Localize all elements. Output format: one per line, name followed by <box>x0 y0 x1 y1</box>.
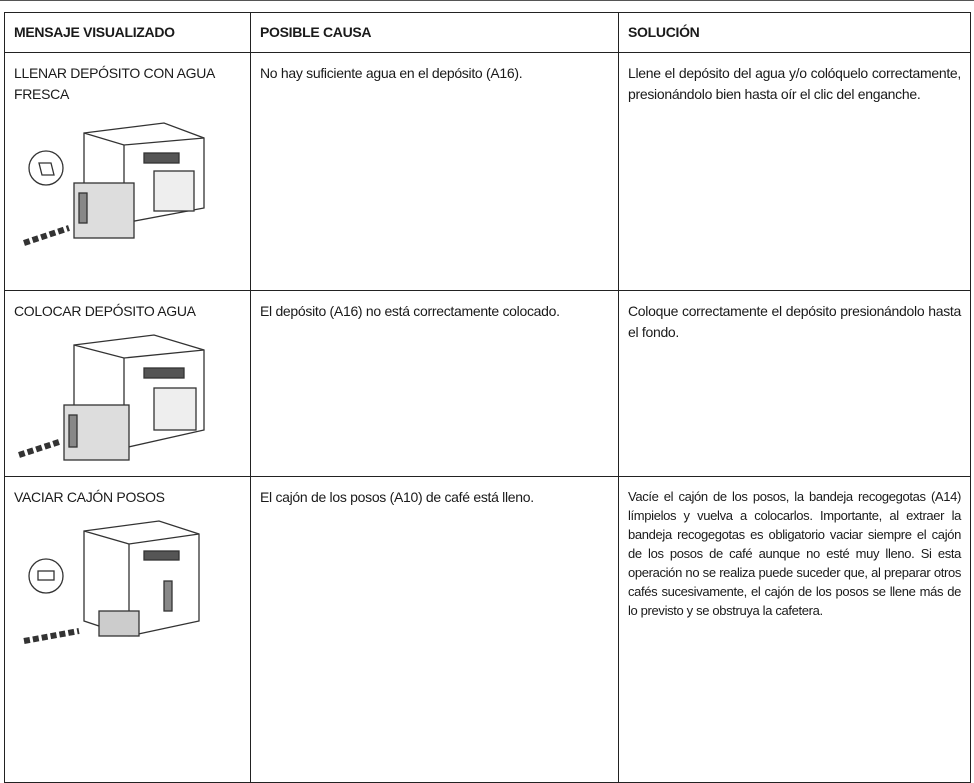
header-row: MENSAJE VISUALIZADO POSIBLE CAUSA SOLUCI… <box>4 12 971 53</box>
cell: Vacíe el cajón de los posos, la bandeja … <box>618 476 971 783</box>
cell: Coloque correctamente el depósito presio… <box>618 290 971 477</box>
cell: El depósito (A16) no está correctamente … <box>250 290 619 477</box>
cell: No hay suficiente agua en el depósito (A… <box>250 52 619 291</box>
cell: VACIAR CAJÓN POSOS <box>4 476 251 783</box>
header-cell: SOLUCIÓN <box>618 12 971 53</box>
message: COLOCAR DEPÓSITO AGUA <box>14 303 196 319</box>
top-rule <box>0 0 974 1</box>
cell: COLOCAR DEPÓSITO AGUA <box>4 290 251 477</box>
header-cell: POSIBLE CAUSA <box>250 12 619 53</box>
header-cell: MENSAJE VISUALIZADO <box>4 12 251 53</box>
message: VACIAR CAJÓN POSOS <box>14 489 165 505</box>
troubleshooting-table: MENSAJE VISUALIZADO POSIBLE CAUSA SOLUCI… <box>4 12 971 783</box>
illustration <box>23 122 205 246</box>
message: LLENAR DEPÓSITO CON AGUA FRESCA <box>14 65 215 102</box>
illustration <box>18 334 205 461</box>
cell: El cajón de los posos (A10) de café está… <box>250 476 619 783</box>
row: COLOCAR DEPÓSITO AGUA El depósito (A16) … <box>4 290 971 477</box>
row: LLENAR DEPÓSITO CON AGUA FRESCA No hay s… <box>4 52 971 291</box>
cell: LLENAR DEPÓSITO CON AGUA FRESCA <box>4 52 251 291</box>
row: VACIAR CAJÓN POSOS El cajón de los posos… <box>4 476 971 783</box>
cell: Llene el depósito del agua y/o colóquelo… <box>618 52 971 291</box>
illustration <box>23 520 200 644</box>
